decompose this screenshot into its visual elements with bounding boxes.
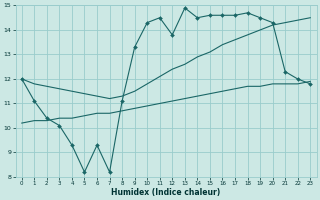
X-axis label: Humidex (Indice chaleur): Humidex (Indice chaleur) — [111, 188, 221, 197]
